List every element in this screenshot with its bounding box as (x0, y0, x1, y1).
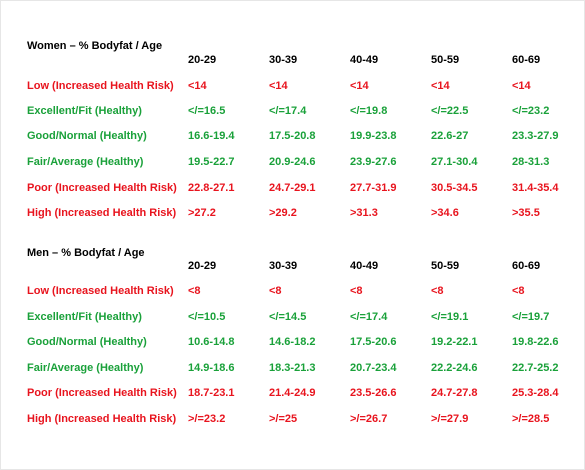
men-cell: <8 (512, 285, 525, 297)
women-cell: >35.5 (512, 207, 540, 219)
women-age-header: 30-39 (269, 54, 298, 66)
men-cell: 14.6-18.2 (269, 336, 316, 348)
women-row-label-low: Low (Increased Health Risk) (27, 80, 174, 92)
women-cell: 30.5-34.5 (431, 182, 478, 194)
women-cell: 19.5-22.7 (188, 156, 235, 168)
women-cell: 28-31.3 (512, 156, 550, 168)
men-cell: 18.7-23.1 (188, 387, 235, 399)
men-cell: 10.6-14.8 (188, 336, 235, 348)
men-row-label-high: High (Increased Health Risk) (27, 413, 177, 425)
women-row-label-fair: Fair/Average (Healthy) (27, 156, 144, 168)
men-cell: 24.7-27.8 (431, 387, 478, 399)
men-cell: 20.7-23.4 (350, 362, 397, 374)
men-row-label-low: Low (Increased Health Risk) (27, 285, 174, 297)
women-cell: <14 (431, 80, 450, 92)
women-row-label-good: Good/Normal (Healthy) (27, 130, 147, 142)
women-age-header: 50-59 (431, 54, 460, 66)
men-age-header: 40-49 (350, 260, 379, 272)
women-cell: 27.7-31.9 (350, 182, 397, 194)
men-age-header: 60-69 (512, 260, 541, 272)
women-cell: 24.7-29.1 (269, 182, 316, 194)
men-age-header: 30-39 (269, 260, 298, 272)
women-cell: 22.8-27.1 (188, 182, 235, 194)
women-row-label-high: High (Increased Health Risk) (27, 207, 177, 219)
men-cell: </=17.4 (350, 311, 388, 323)
men-age-header: 50-59 (431, 260, 460, 272)
women-cell: </=16.5 (188, 105, 226, 117)
women-cell: <14 (188, 80, 207, 92)
women-cell: >34.6 (431, 207, 459, 219)
women-cell: 17.5-20.8 (269, 130, 316, 142)
men-cell: >/=28.5 (512, 413, 550, 425)
men-cell: </=19.1 (431, 311, 469, 323)
women-cell: </=17.4 (269, 105, 307, 117)
men-cell: </=19.7 (512, 311, 550, 323)
women-cell: >27.2 (188, 207, 216, 219)
men-cell: >/=25 (269, 413, 298, 425)
women-cell: 23.9-27.6 (350, 156, 397, 168)
men-cell: >/=23.2 (188, 413, 226, 425)
women-cell: <14 (269, 80, 288, 92)
men-cell: 19.8-22.6 (512, 336, 559, 348)
men-cell: 17.5-20.6 (350, 336, 397, 348)
women-row-label-poor: Poor (Increased Health Risk) (27, 182, 177, 194)
men-cell: 18.3-21.3 (269, 362, 316, 374)
men-cell: <8 (188, 285, 201, 297)
women-cell: <14 (350, 80, 369, 92)
men-cell: 21.4-24.9 (269, 387, 316, 399)
women-age-header: 20-29 (188, 54, 217, 66)
men-cell: 14.9-18.6 (188, 362, 235, 374)
men-cell: 22.2-24.6 (431, 362, 478, 374)
men-cell: 25.3-28.4 (512, 387, 559, 399)
men-row-label-fair: Fair/Average (Healthy) (27, 362, 144, 374)
men-cell: >/=26.7 (350, 413, 388, 425)
women-cell: 27.1-30.4 (431, 156, 478, 168)
men-cell: 22.7-25.2 (512, 362, 559, 374)
men-cell: </=10.5 (188, 311, 226, 323)
men-cell: >/=27.9 (431, 413, 469, 425)
women-age-header: 60-69 (512, 54, 541, 66)
women-cell: >29.2 (269, 207, 297, 219)
women-cell: >31.3 (350, 207, 378, 219)
women-cell: 31.4-35.4 (512, 182, 559, 194)
women-cell: <14 (512, 80, 531, 92)
men-cell: 19.2-22.1 (431, 336, 478, 348)
women-row-label-excellent: Excellent/Fit (Healthy) (27, 105, 142, 117)
men-cell: 23.5-26.6 (350, 387, 397, 399)
men-row-label-poor: Poor (Increased Health Risk) (27, 387, 177, 399)
men-section-title: Men – % Bodyfat / Age (27, 247, 145, 259)
women-cell: </=22.5 (431, 105, 469, 117)
men-row-label-excellent: Excellent/Fit (Healthy) (27, 311, 142, 323)
women-cell: </=23.2 (512, 105, 550, 117)
women-cell: 23.3-27.9 (512, 130, 559, 142)
women-age-header: 40-49 (350, 54, 379, 66)
men-cell: </=14.5 (269, 311, 307, 323)
men-cell: <8 (350, 285, 363, 297)
women-cell: 22.6-27 (431, 130, 469, 142)
women-cell: </=19.8 (350, 105, 388, 117)
women-cell: 20.9-24.6 (269, 156, 316, 168)
men-cell: <8 (431, 285, 444, 297)
men-age-header: 20-29 (188, 260, 217, 272)
women-cell: 19.9-23.8 (350, 130, 397, 142)
women-section-title: Women – % Bodyfat / Age (27, 40, 163, 52)
men-row-label-good: Good/Normal (Healthy) (27, 336, 147, 348)
women-cell: 16.6-19.4 (188, 130, 235, 142)
men-cell: <8 (269, 285, 282, 297)
